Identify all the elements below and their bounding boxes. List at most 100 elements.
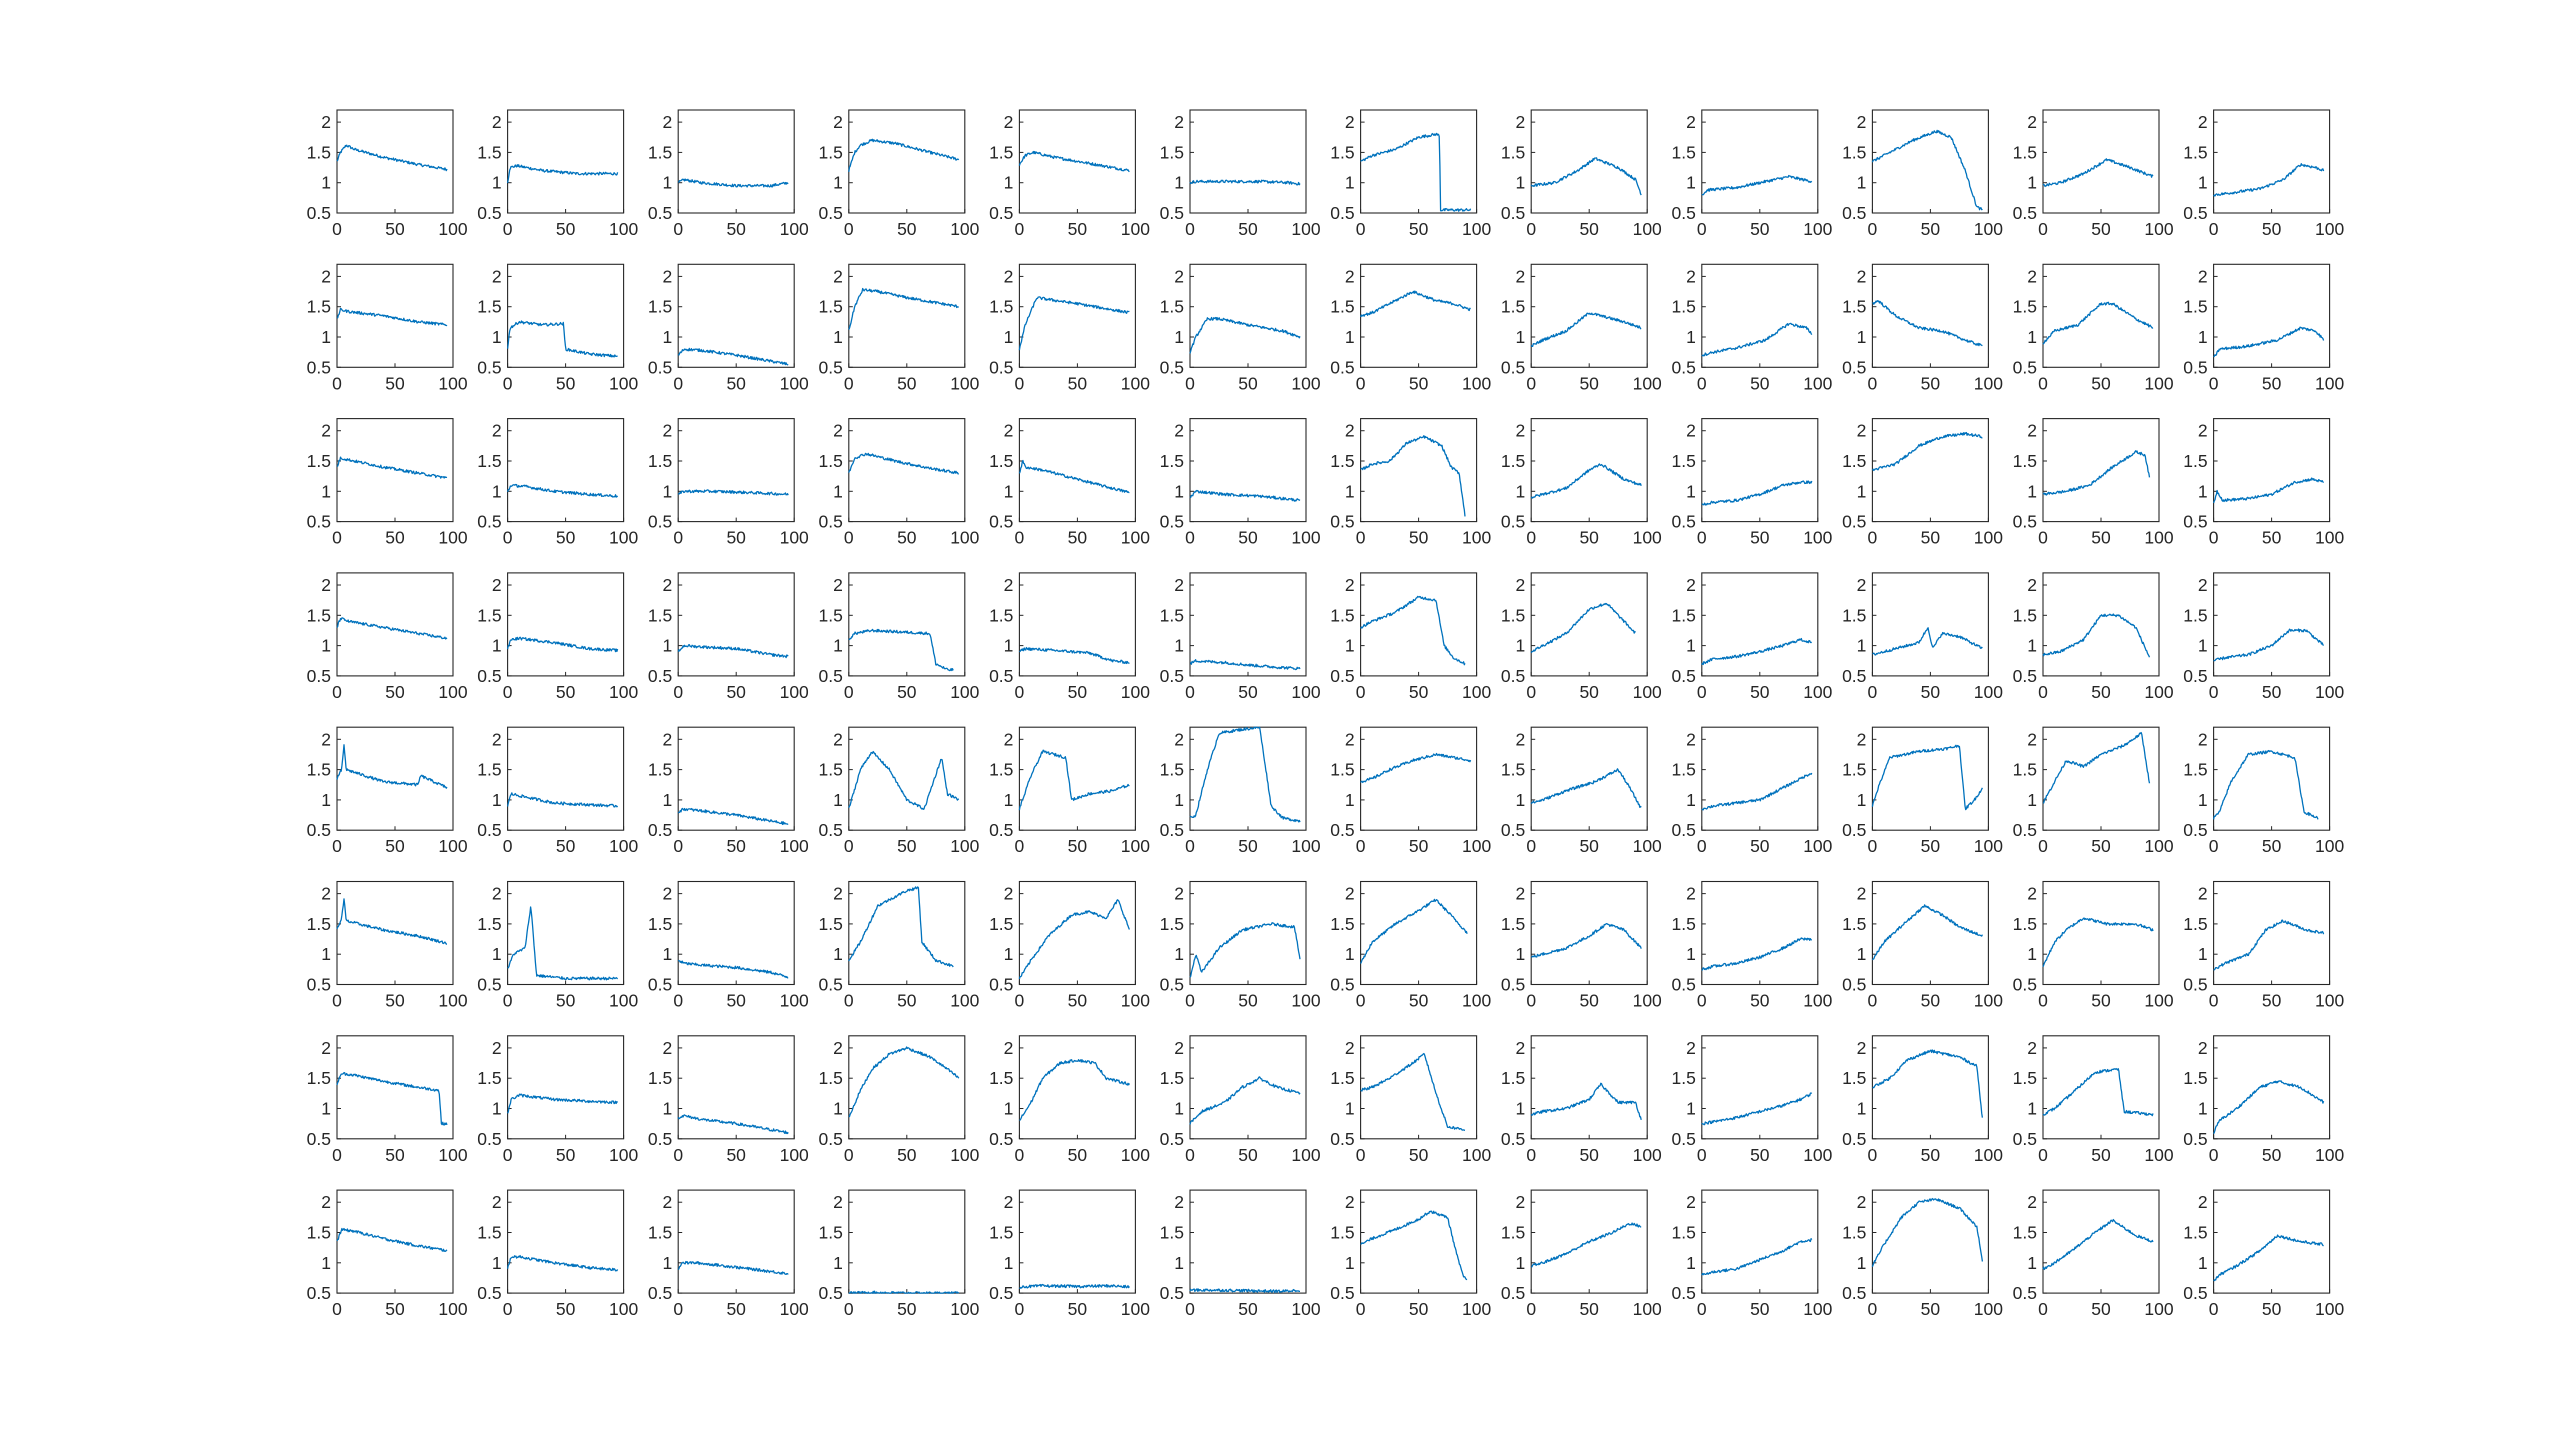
x-tick-label: 100 [950, 836, 979, 856]
x-tick-label: 0 [673, 1299, 683, 1319]
y-tick-label: 0.5 [307, 357, 331, 377]
x-tick-label: 100 [1803, 1145, 1832, 1165]
y-tick-label: 2 [492, 1038, 502, 1058]
y-tick-label: 0.5 [648, 975, 672, 995]
x-tick-label: 0 [1015, 373, 1025, 393]
x-tick-label: 0 [673, 219, 683, 239]
y-tick-label: 1.5 [2013, 760, 2037, 780]
x-tick-label: 100 [1291, 1145, 1320, 1165]
x-tick-label: 100 [2315, 836, 2344, 856]
y-tick-label: 2 [2027, 266, 2037, 286]
x-tick-label: 50 [1579, 991, 1599, 1011]
y-tick-label: 0.5 [1330, 357, 1354, 377]
y-tick-label: 1.5 [1160, 1223, 1184, 1243]
y-tick-label: 0.5 [2183, 357, 2207, 377]
y-tick-label: 2 [1174, 884, 1184, 904]
x-tick-label: 100 [780, 682, 809, 702]
y-tick-label: 1 [1174, 790, 1184, 810]
y-tick-label: 0.5 [1330, 975, 1354, 995]
y-tick-label: 2 [1174, 575, 1184, 595]
y-tick-label: 2 [2027, 575, 2037, 595]
x-tick-label: 50 [726, 1299, 746, 1319]
y-tick-label: 2 [1345, 575, 1355, 595]
series-line [848, 628, 954, 672]
y-tick-label: 2 [1686, 1038, 1696, 1058]
x-tick-label: 50 [1238, 1145, 1258, 1165]
series-line [506, 483, 619, 498]
x-tick-label: 100 [1633, 1299, 1662, 1319]
x-tick-label: 100 [1462, 528, 1491, 548]
series-line [1701, 174, 1813, 196]
series-line [677, 1260, 789, 1276]
y-tick-label: 1.5 [1160, 914, 1184, 934]
subplot: 0.5 1 1.5 2 0 50 100 [1501, 726, 1662, 856]
subplot: 0.5 1 1.5 2 0 50 100 [1330, 109, 1491, 239]
y-tick-label: 1.5 [818, 760, 842, 780]
x-tick-label: 50 [1579, 528, 1599, 548]
x-tick-label: 100 [780, 991, 809, 1011]
subplot: 0.5 1 1.5 2 0 50 100 [1671, 726, 1833, 856]
series-line [1019, 646, 1130, 665]
series-line [1872, 1049, 1984, 1118]
x-tick-label: 50 [1921, 528, 1941, 548]
y-tick-label: 2 [1857, 1038, 1867, 1058]
y-tick-label: 2 [1174, 1192, 1184, 1212]
x-tick-label: 0 [844, 219, 854, 239]
y-tick-label: 1 [1345, 1253, 1355, 1273]
x-tick-label: 100 [950, 1299, 979, 1319]
subplot: 0.5 1 1.5 2 0 50 100 [818, 1189, 980, 1319]
subplot: 0.5 1 1.5 2 0 50 100 [1501, 109, 1662, 239]
x-tick-label: 50 [2091, 991, 2111, 1011]
y-tick-label: 2 [321, 266, 331, 286]
x-tick-label: 100 [2315, 991, 2344, 1011]
y-tick-label: 2 [492, 421, 502, 441]
axes-box [1360, 726, 1478, 831]
x-tick-label: 100 [2315, 373, 2344, 393]
axes-box [1701, 1035, 1819, 1140]
x-tick-label: 0 [1356, 836, 1366, 856]
x-tick-label: 0 [2209, 836, 2219, 856]
x-tick-label: 100 [1121, 373, 1150, 393]
x-tick-label: 0 [1185, 1145, 1195, 1165]
y-tick-label: 1 [1515, 327, 1525, 347]
series-line [1189, 1076, 1301, 1125]
y-tick-label: 1 [662, 1253, 672, 1273]
subplot: 0.5 1 1.5 2 0 50 100 [1160, 726, 1321, 856]
y-tick-label: 2 [662, 729, 672, 749]
subplot: 0.5 1 1.5 2 0 50 100 [989, 572, 1150, 702]
x-tick-label: 50 [556, 1299, 576, 1319]
y-tick-label: 2 [1515, 729, 1525, 749]
subplot: 0.5 1 1.5 2 0 50 100 [1671, 572, 1833, 702]
subplot: 0.5 1 1.5 2 0 50 100 [477, 1189, 638, 1319]
x-tick-label: 0 [2209, 1145, 2219, 1165]
y-tick-label: 2 [1345, 1038, 1355, 1058]
axes-box [1189, 726, 1307, 831]
y-tick-label: 2 [1004, 1192, 1014, 1212]
x-tick-label: 50 [1238, 373, 1258, 393]
x-tick-label: 50 [1238, 991, 1258, 1011]
y-tick-label: 0.5 [477, 512, 501, 532]
x-tick-label: 100 [780, 836, 809, 856]
y-tick-label: 0.5 [1330, 512, 1354, 532]
axes-box [2042, 263, 2160, 368]
x-tick-label: 50 [1068, 219, 1088, 239]
x-tick-label: 100 [609, 219, 638, 239]
axes-box [677, 418, 795, 523]
y-tick-label: 1 [833, 944, 843, 964]
subplot: 0.5 1 1.5 2 0 50 100 [477, 109, 638, 239]
y-tick-label: 1 [1004, 944, 1014, 964]
x-tick-label: 0 [1356, 373, 1366, 393]
x-tick-label: 50 [556, 1145, 576, 1165]
x-tick-label: 0 [673, 991, 683, 1011]
y-tick-label: 2 [492, 1192, 502, 1212]
x-tick-label: 50 [2262, 836, 2282, 856]
series-line [336, 456, 448, 479]
y-tick-label: 1 [321, 481, 331, 501]
axes-box [1189, 109, 1307, 214]
subplot: 0.5 1 1.5 2 0 50 100 [477, 1035, 638, 1165]
x-tick-label: 50 [385, 373, 405, 393]
y-tick-label: 1.5 [307, 142, 331, 162]
axes-box [336, 109, 454, 214]
y-tick-label: 0.5 [1671, 975, 1695, 995]
subplot: 0.5 1 1.5 2 0 50 100 [2013, 572, 2174, 702]
